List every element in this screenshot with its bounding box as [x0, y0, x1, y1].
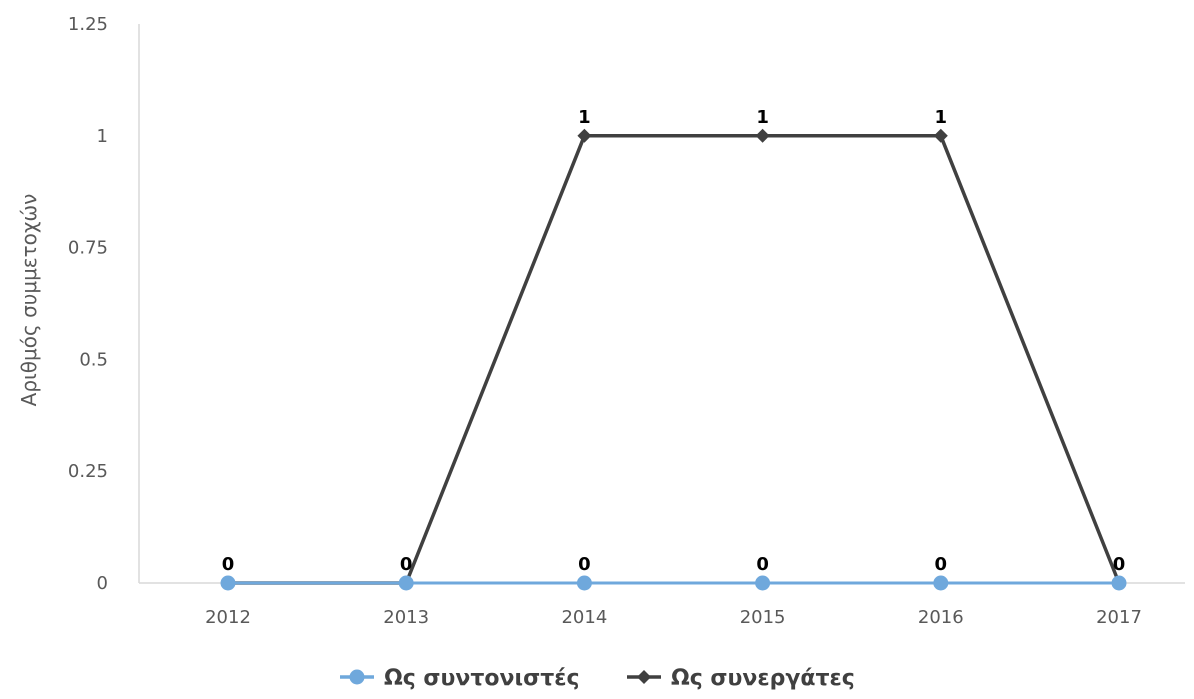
data-point — [577, 128, 592, 143]
data-point — [755, 575, 771, 591]
legend: Ως συντονιστές Ως συνεργάτες — [340, 666, 855, 691]
y-tick-labels: 0 0.25 0.5 0.75 1 1.25 — [68, 14, 108, 594]
legend-item: Ως συνεργάτες — [627, 666, 855, 691]
data-point — [933, 575, 949, 591]
data-label: 0 — [222, 554, 235, 575]
series-layer — [220, 128, 1127, 591]
x-tick-label: 2012 — [205, 607, 251, 628]
y-tick-label: 1.25 — [68, 14, 108, 35]
data-point — [755, 128, 770, 143]
legend-item: Ως συντονιστές — [340, 666, 580, 691]
data-label: 1 — [935, 107, 948, 128]
data-label: 0 — [756, 554, 769, 575]
y-tick-label: 0.75 — [68, 238, 108, 259]
y-tick-label: 0.25 — [68, 461, 108, 482]
data-point — [576, 575, 592, 591]
data-label: 0 — [935, 554, 948, 575]
x-tick-label: 2017 — [1096, 607, 1142, 628]
legend-marker — [637, 670, 651, 684]
x-tick-label: 2015 — [740, 607, 786, 628]
data-label: 0 — [1113, 554, 1126, 575]
data-label: 0 — [400, 554, 413, 575]
x-tick-label: 2014 — [561, 607, 607, 628]
data-point — [398, 575, 414, 591]
series-1 — [220, 575, 1127, 591]
legend-label: Ως συντονιστές — [384, 666, 580, 691]
x-tick-labels: 2012 2013 2014 2015 2016 2017 — [205, 607, 1142, 628]
y-tick-label: 1 — [97, 126, 108, 147]
series-line — [228, 134, 1121, 585]
y-tick-label: 0.5 — [79, 349, 108, 370]
data-labels: 0 0 0 0 0 0 1 1 1 — [222, 107, 1126, 575]
y-axis-label: Αριθμός συμμετοχών — [17, 194, 41, 407]
x-tick-label: 2016 — [918, 607, 964, 628]
y-tick-label: 0 — [97, 573, 108, 594]
legend-marker — [349, 669, 365, 685]
data-point — [933, 128, 948, 143]
legend-label: Ως συνεργάτες — [671, 666, 855, 691]
data-point — [220, 575, 236, 591]
x-tick-label: 2013 — [383, 607, 429, 628]
data-label: 1 — [578, 107, 591, 128]
data-label: 0 — [578, 554, 591, 575]
series-2 — [221, 128, 1126, 590]
data-point — [1111, 575, 1127, 591]
data-label: 1 — [756, 107, 769, 128]
